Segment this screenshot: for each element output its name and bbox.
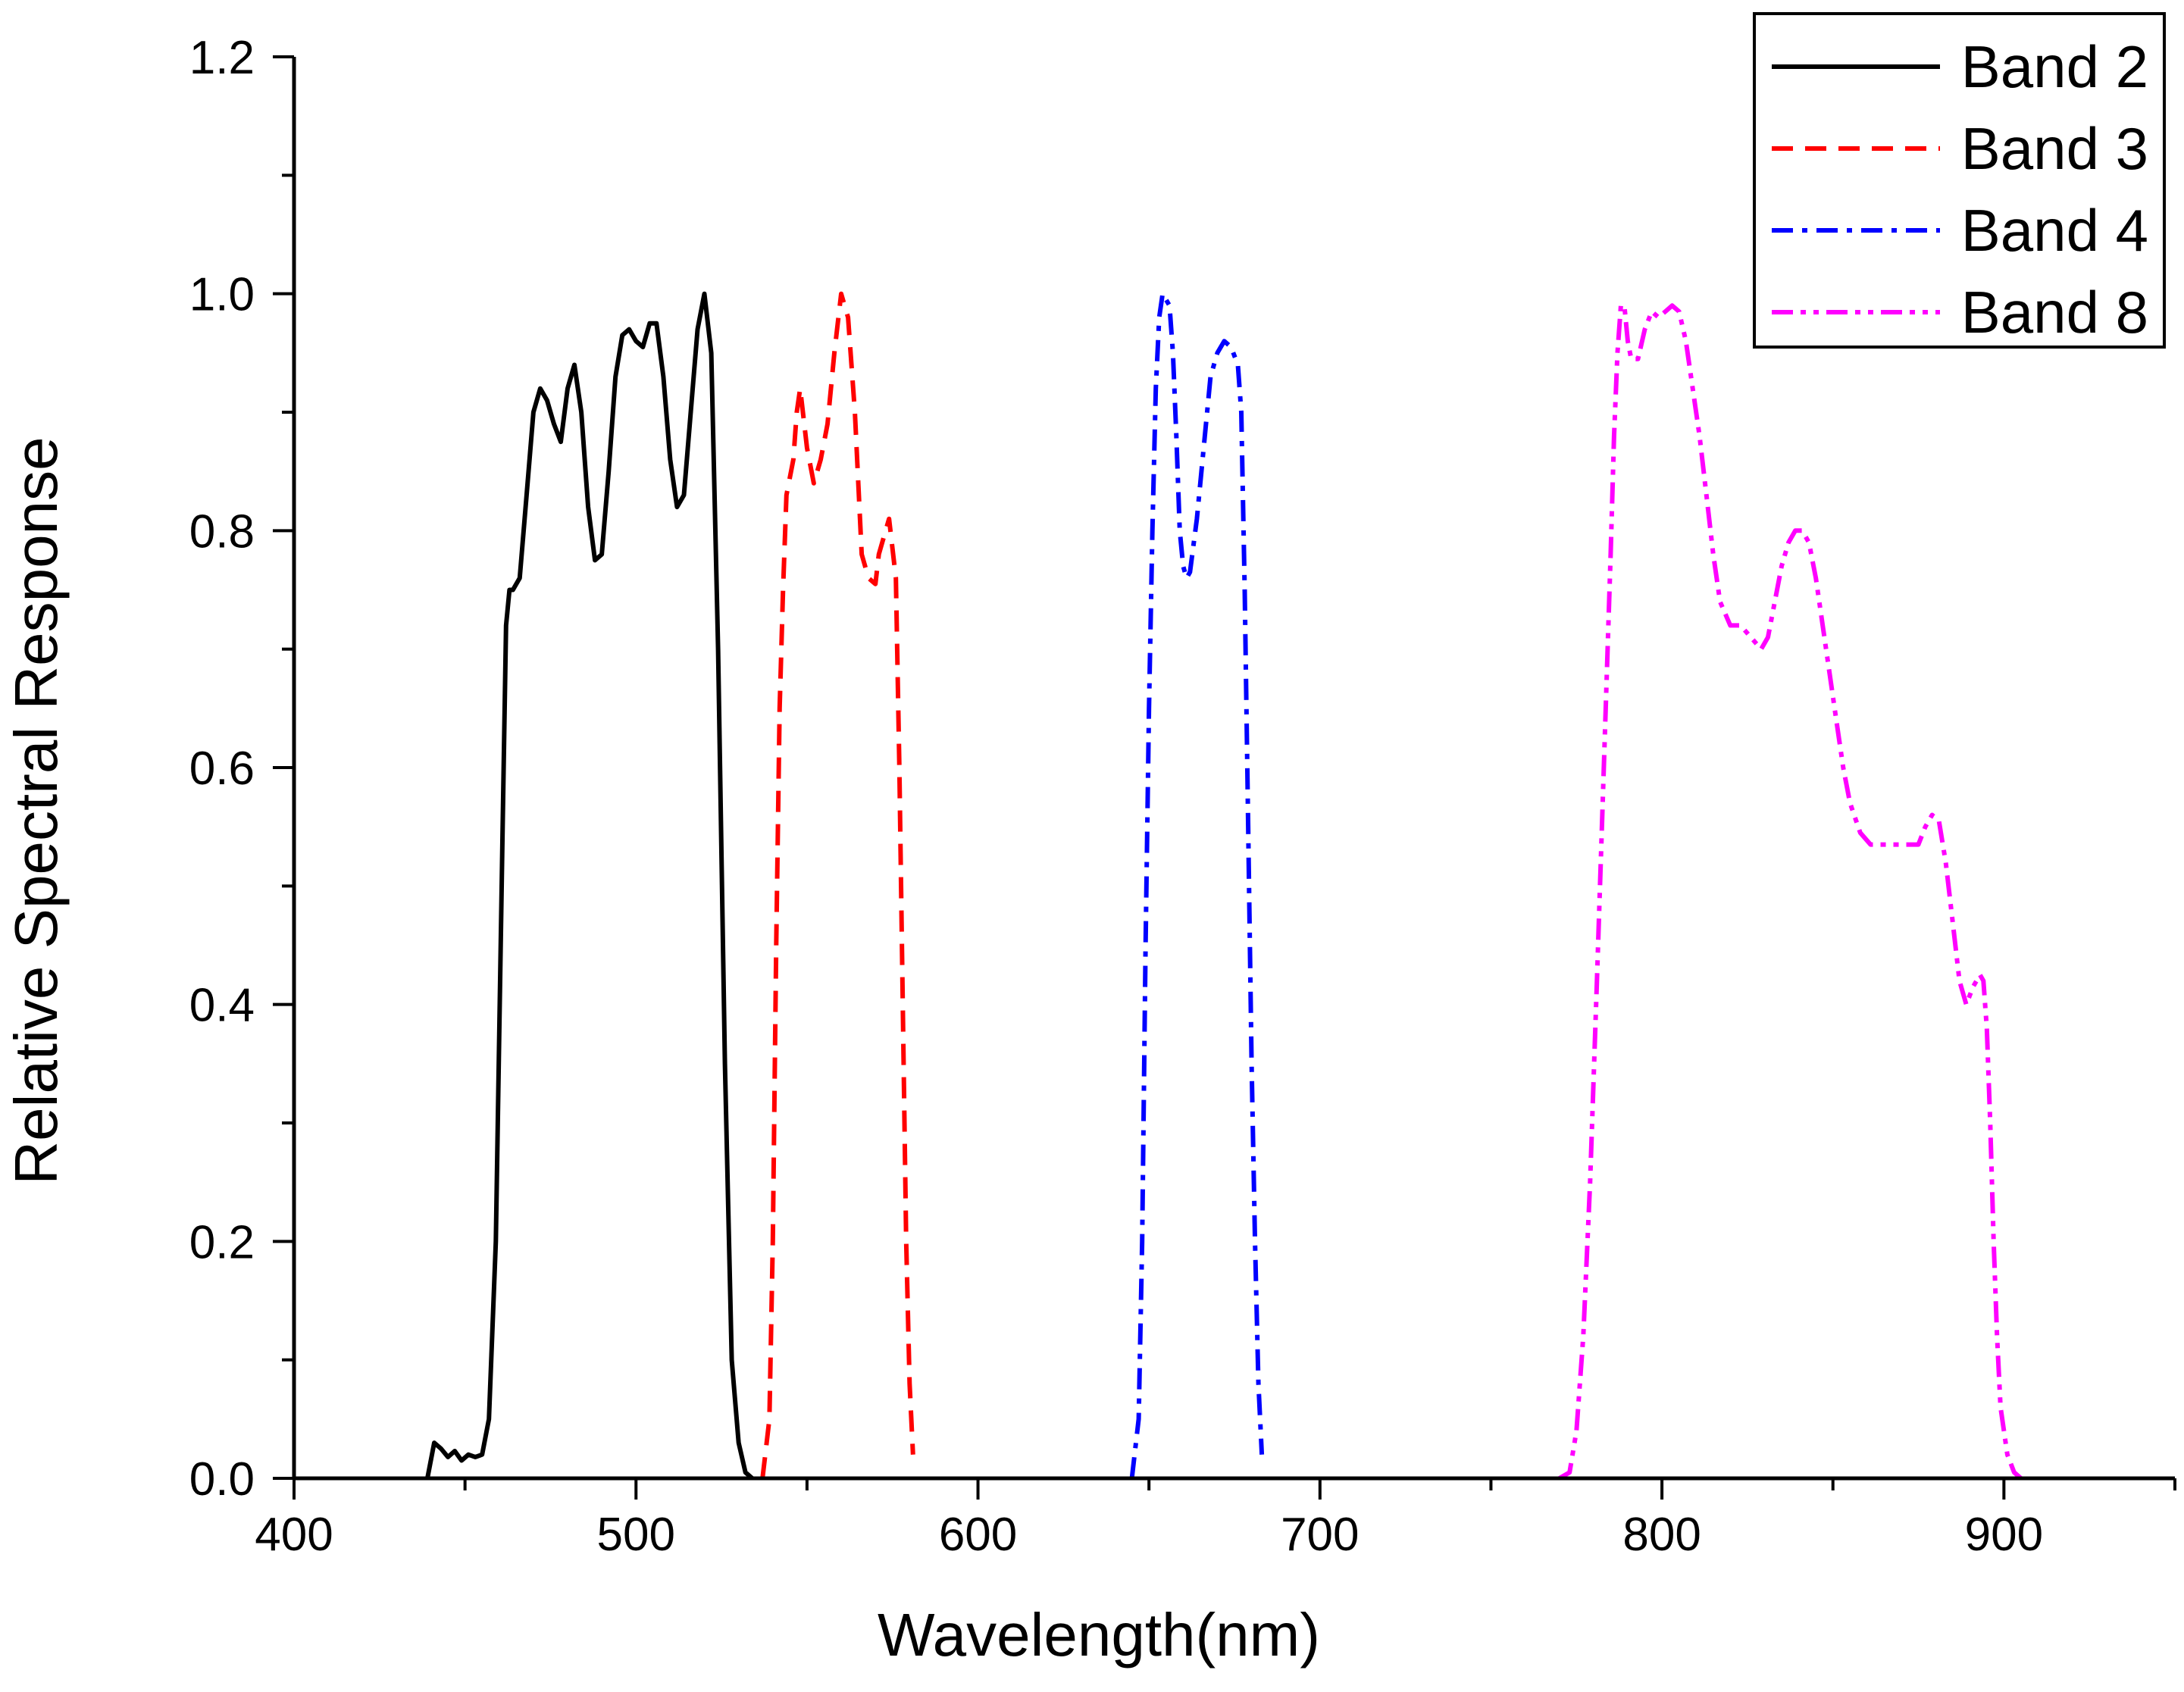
- series-line-band-8: [1558, 303, 2023, 1481]
- series-line-band-3: [760, 291, 915, 1479]
- y-tick-labels: 0.0 0.2 0.4 0.6 0.8 1.0 1.2: [189, 32, 255, 1506]
- y-tick-label: 0.6: [189, 743, 255, 795]
- series-layer: [425, 291, 2023, 1481]
- x-tick-label: 800: [1622, 1509, 1701, 1561]
- x-tick-label: 500: [597, 1509, 675, 1561]
- legend-label: Band 2: [1961, 33, 2148, 100]
- x-tick-label: 400: [255, 1509, 333, 1561]
- legend: Band 2 Band 3 Band 4 Band 8: [1753, 12, 2166, 349]
- x-tick-label: 600: [939, 1509, 1017, 1561]
- legend-label: Band 4: [1961, 197, 2148, 264]
- y-tick-label: 0.0: [189, 1453, 255, 1506]
- y-axis-title: Relative Spectral Response: [2, 436, 70, 1184]
- legend-label: Band 3: [1961, 115, 2148, 182]
- x-axis-title: Wavelength(nm): [878, 1601, 1320, 1669]
- legend-entries: Band 2 Band 3 Band 4 Band 8: [1772, 33, 2148, 346]
- plot-area: [273, 55, 2176, 1500]
- x-tick-label: 900: [1965, 1509, 2043, 1561]
- x-tick-label: 700: [1281, 1509, 1359, 1561]
- series-line-band-2: [425, 291, 754, 1481]
- y-tick-label: 1.0: [189, 269, 255, 321]
- x-tick-labels: 400 500 600 700 800 900: [255, 1509, 2043, 1561]
- y-tick-label: 0.2: [189, 1216, 255, 1268]
- y-tick-label: 0.4: [189, 980, 255, 1032]
- legend-label: Band 8: [1961, 279, 2148, 346]
- y-tick-label: 1.2: [189, 32, 255, 84]
- series-line-band-4: [1129, 291, 1265, 1479]
- axis-ticks: [273, 55, 2176, 1500]
- y-tick-label: 0.8: [189, 505, 255, 558]
- legend-box: [1753, 12, 2166, 349]
